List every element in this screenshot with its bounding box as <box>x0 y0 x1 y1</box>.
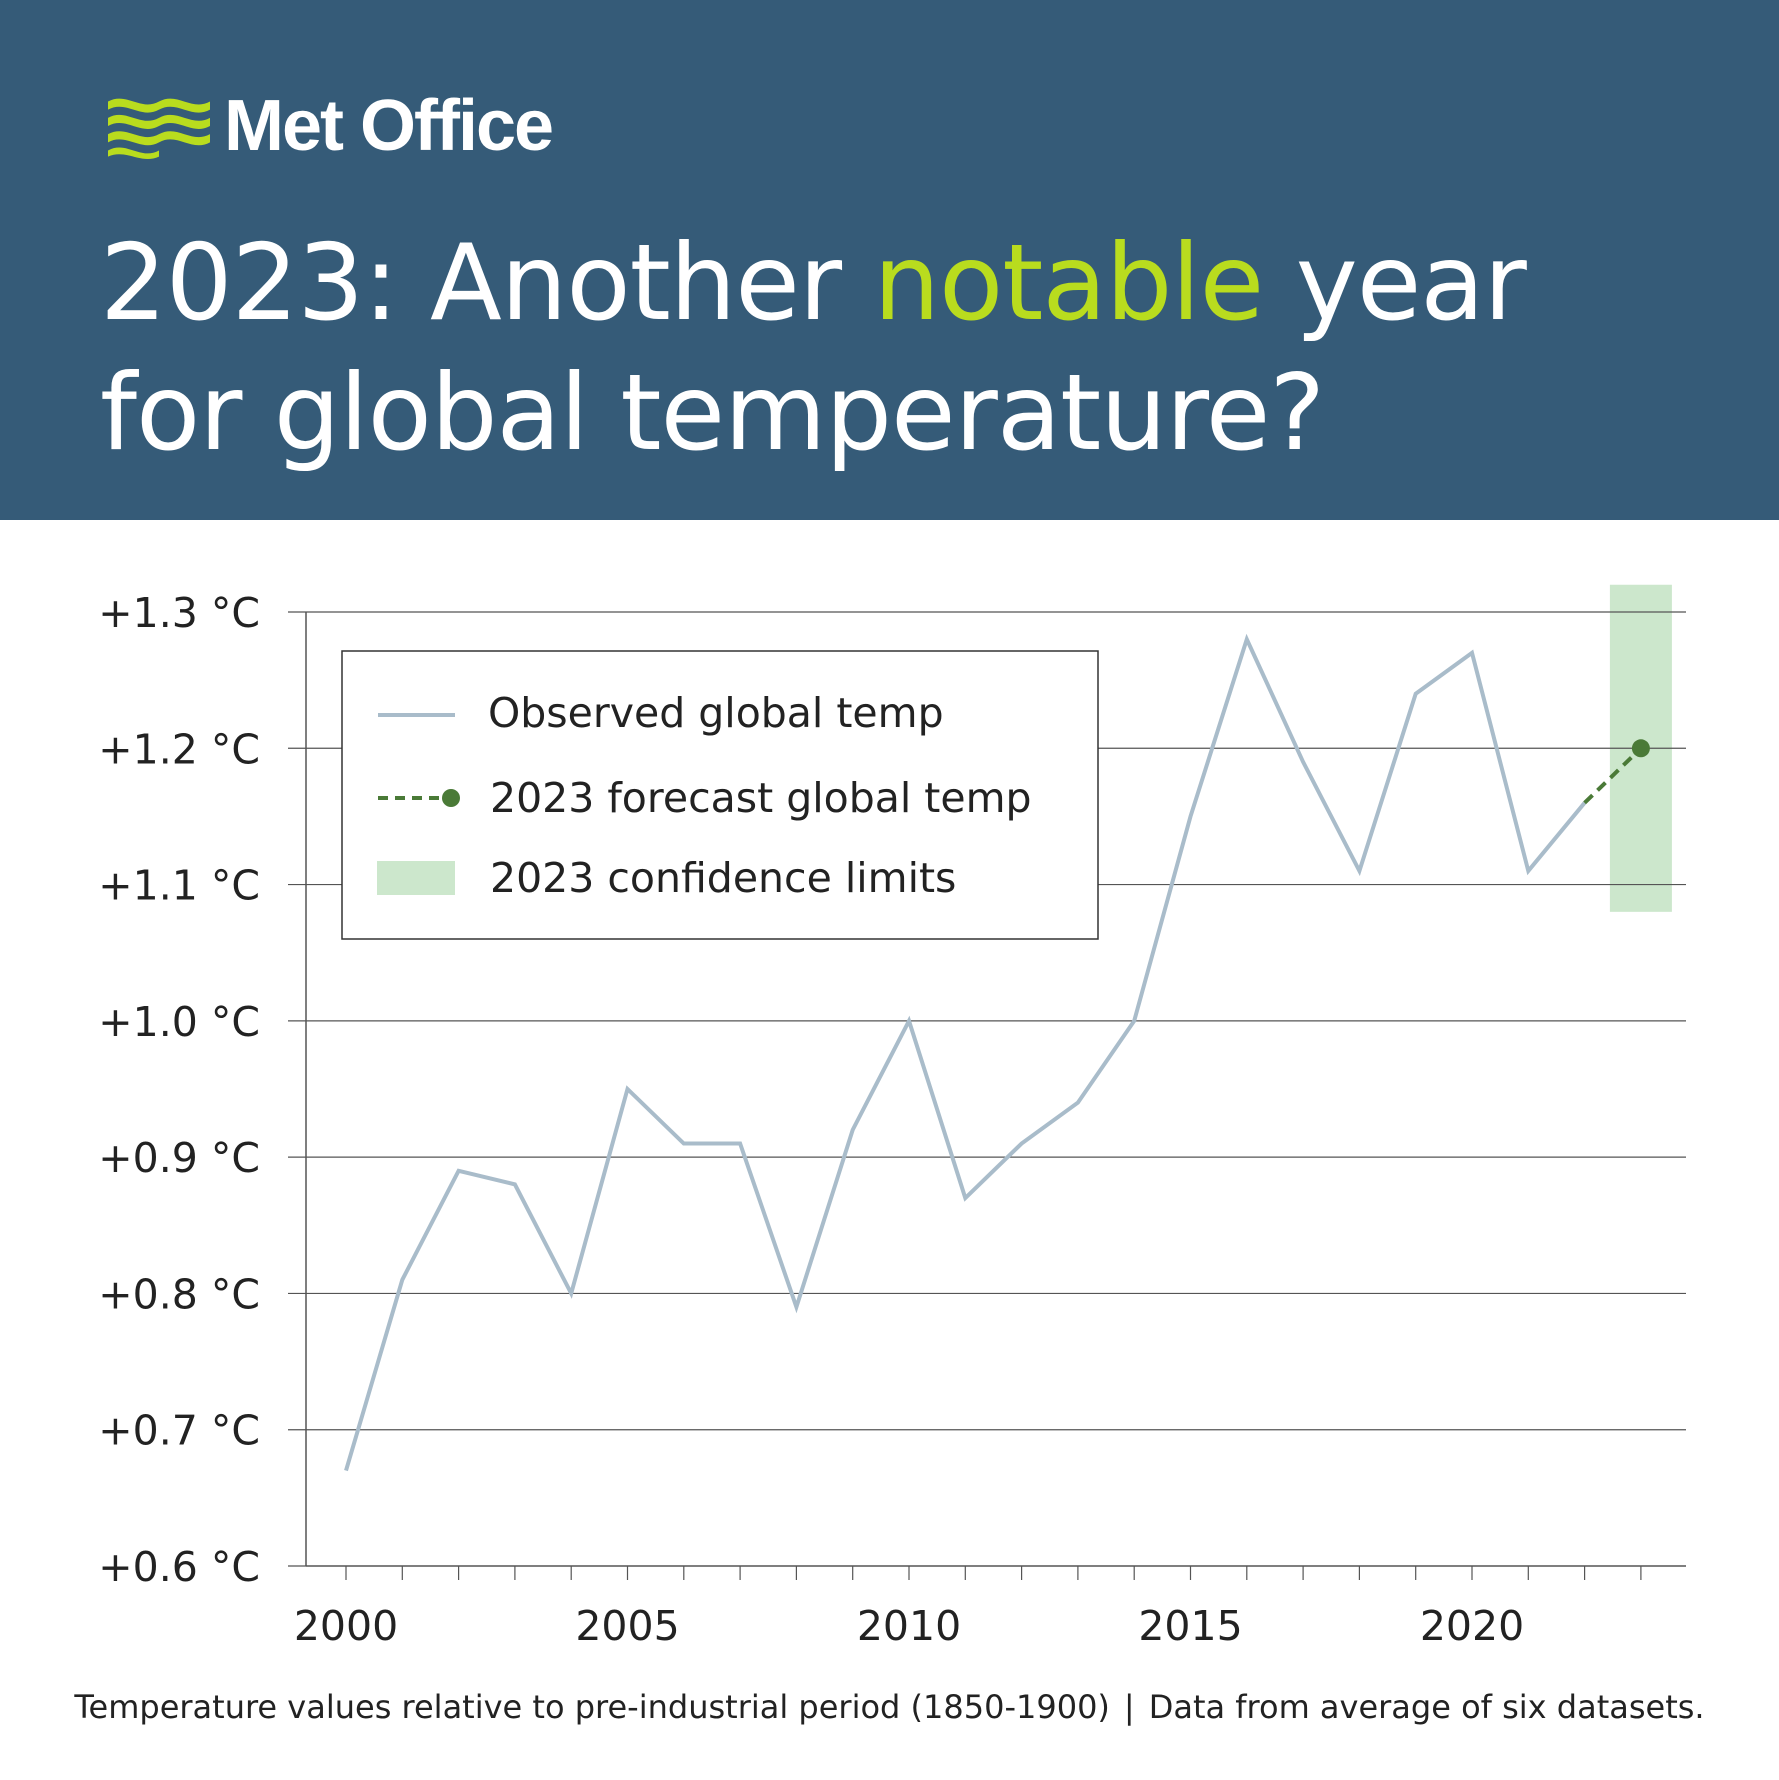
y-tick-label: +0.9 °C <box>98 1134 260 1182</box>
y-tick-label: +1.3 °C <box>98 589 260 637</box>
x-tick-label: 2000 <box>294 1602 398 1650</box>
brand: Met Office <box>108 86 554 166</box>
forecast-temp-line <box>1583 746 1643 805</box>
legend-box <box>341 650 1099 940</box>
y-tick-label: +1.0 °C <box>98 998 260 1046</box>
title-part-2: year <box>1263 222 1527 344</box>
legend-forecast-marker <box>442 789 460 807</box>
title-line-2: for global temperature? <box>100 352 1325 474</box>
legend-forecast-label: 2023 forecast global temp <box>490 774 1032 822</box>
forecast-point <box>1631 739 1650 758</box>
x-tick-label: 2010 <box>857 1602 961 1650</box>
legend-confidence-label: 2023 confidence limits <box>490 854 956 902</box>
y-tick-label: +1.1 °C <box>98 862 260 910</box>
footnote-right: Data from average of six datasets. <box>1148 1688 1705 1726</box>
legend-confidence-swatch <box>377 861 455 895</box>
x-tick-label: 2020 <box>1420 1602 1524 1650</box>
temperature-chart: +1.3 °C +1.2 °C +1.1 °C +1.0 °C +0.9 °C +0.8 … <box>98 584 1686 1650</box>
page-title: 2023: Another notable year for global te… <box>100 218 1740 478</box>
y-tick-label: +0.8 °C <box>98 1270 260 1318</box>
brand-name: Met Office <box>224 86 554 166</box>
footnote-left: Temperature values relative to pre-indus… <box>74 1688 1110 1726</box>
footnote: Temperature values relative to pre-indus… <box>0 1688 1779 1726</box>
legend-observed-label: Observed global temp <box>488 689 944 737</box>
title-highlight: notable <box>873 222 1264 344</box>
title-part-1: 2023: Another <box>100 222 874 344</box>
y-tick-label: +1.2 °C <box>98 725 260 773</box>
x-tick-label: 2015 <box>1138 1602 1242 1650</box>
legend: Observed global temp 2023 forecast globa… <box>341 650 1099 940</box>
series-layer <box>344 633 1650 1472</box>
x-tick-label: 2005 <box>575 1602 679 1650</box>
axes: +1.3 °C +1.2 °C +1.1 °C +1.0 °C +0.9 °C +0.8 … <box>98 589 1686 1650</box>
met-office-waves-logo-icon <box>108 98 210 159</box>
observed-temp-line <box>344 633 1587 1472</box>
y-tick-label: +0.6 °C <box>98 1543 260 1591</box>
header-banner: Met Office 2023: Another notable year fo… <box>0 0 1779 520</box>
y-tick-label: +0.7 °C <box>98 1407 260 1455</box>
footnote-separator: | <box>1123 1688 1135 1726</box>
